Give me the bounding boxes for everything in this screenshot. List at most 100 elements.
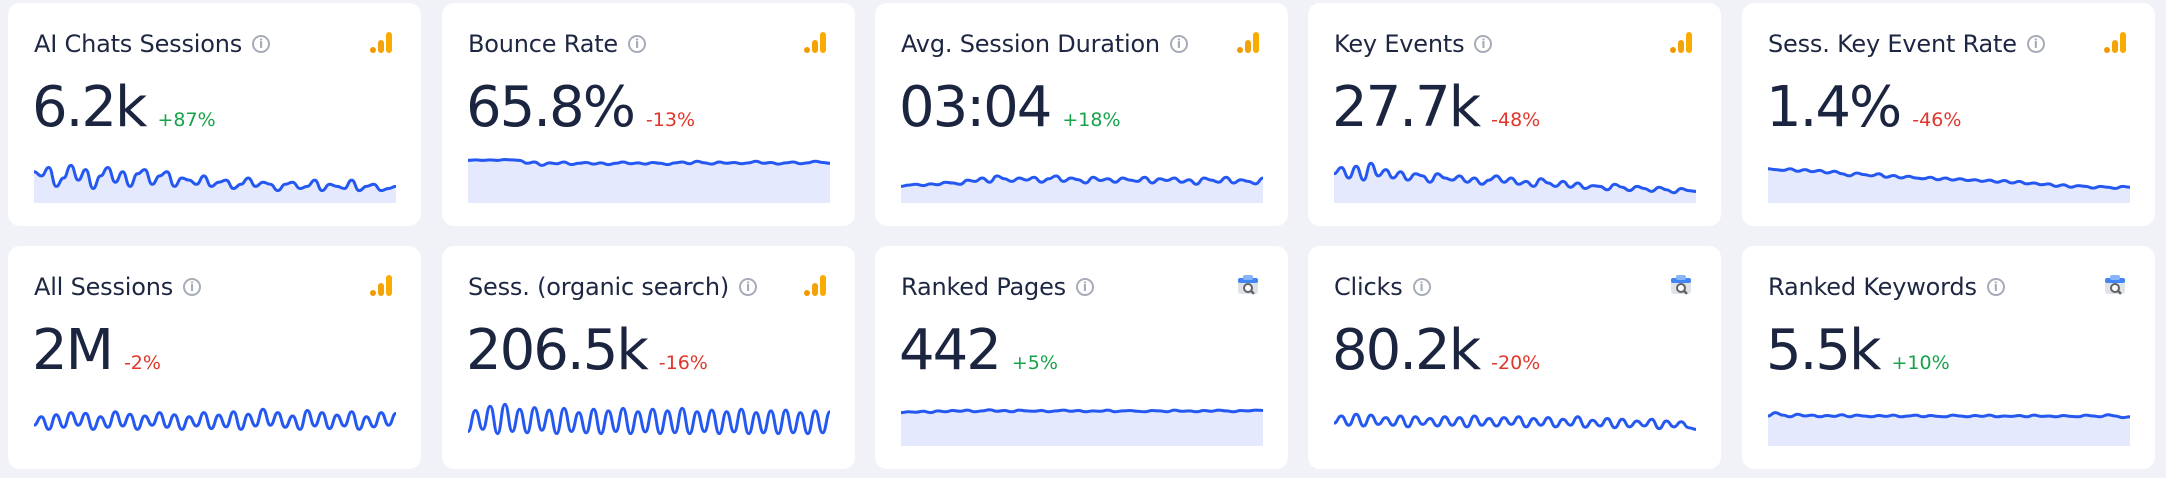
metric-value-row: 5.5k +10% [1766,318,1950,394]
card-title: Ranked Pages [901,273,1066,301]
card-title: AI Chats Sessions [34,30,243,58]
metric-value-row: 03:04 +18% [899,75,1121,151]
sparkline [468,402,830,436]
card-title: Avg. Session Duration [901,30,1160,58]
card-header: Sess. Key Event Rate i [1768,27,2045,61]
metric-value: 206.5k [466,318,649,383]
info-icon[interactable]: i [1474,35,1493,53]
metric-change: +5% [1011,352,1058,374]
card-title: Sess. (organic search) [468,273,730,301]
metric-card-avg-session-duration[interactable]: Avg. Session Duration i 03:04 +18% [875,3,1288,226]
sparkline-area [1768,412,2130,446]
info-icon[interactable]: i [1412,278,1431,296]
metric-value: 2M [32,318,114,383]
card-title: Bounce Rate [468,30,618,58]
metric-value-row: 2M -2% [32,318,161,394]
metric-value: 5.5k [1766,318,1881,383]
sparkline-line [901,174,1263,188]
sparkline-line [468,158,830,167]
metric-value-row: 1.4% -46% [1766,75,1961,151]
info-icon[interactable]: i [2026,35,2045,53]
card-title: Sess. Key Event Rate [1768,30,2017,58]
metric-value: 27.7k [1332,75,1481,140]
sparkline [1768,411,2130,446]
metric-change: -48% [1491,109,1541,131]
metric-card-ai-chats-sessions[interactable]: AI Chats Sessions i 6.2k +87% [8,3,421,226]
info-icon[interactable]: i [252,35,271,53]
card-header: Bounce Rate i [468,27,646,61]
sparkline [901,174,1263,203]
sparkline [1768,167,2130,203]
sparkline-line [901,408,1263,415]
sparkline-line [468,402,830,436]
metric-value: 442 [899,318,1002,383]
google-search-console-icon [2105,275,2125,295]
sparkline-line [1768,411,2130,420]
sparkline-area [901,409,1263,446]
sparkline-line [1768,167,2130,190]
card-header: Clicks i [1334,270,1431,304]
metric-card-sess-organic-search[interactable]: Sess. (organic search) i 206.5k -16% [442,246,855,469]
metric-change: -13% [645,109,695,131]
metric-card-bounce-rate[interactable]: Bounce Rate i 65.8% -13% [442,3,855,226]
metric-value: 03:04 [899,75,1052,140]
google-analytics-icon [1670,32,1692,53]
metric-change: +18% [1062,109,1121,131]
sparkline-area [1768,168,2130,203]
metric-card-clicks[interactable]: Clicks i 80.2k -20% [1308,246,1721,469]
google-analytics-icon [804,275,826,296]
sparkline [468,158,830,203]
metric-value: 65.8% [466,75,636,140]
google-analytics-icon [804,32,826,53]
sparkline [901,408,1263,446]
sparkline-area [468,159,830,203]
info-icon[interactable]: i [628,35,646,53]
metric-card-ranked-pages[interactable]: Ranked Pages i 442 +5% [875,246,1288,469]
google-analytics-icon [2104,32,2126,53]
metric-value: 6.2k [32,75,147,140]
card-header: Avg. Session Duration i [901,27,1188,61]
metric-value-row: 6.2k +87% [32,75,216,151]
info-icon[interactable]: i [739,278,758,296]
info-icon[interactable]: i [1169,35,1188,53]
metric-change: -16% [658,352,708,374]
metric-value: 1.4% [1766,75,1902,140]
metric-value-row: 65.8% -13% [466,75,695,151]
sparkline-line [1334,161,1696,195]
card-header: Sess. (organic search) i [468,270,758,304]
sparkline-line [34,407,396,431]
metric-card-key-events[interactable]: Key Events i 27.7k -48% [1308,3,1721,226]
card-header: Key Events i [1334,27,1493,61]
card-header: Ranked Keywords i [1768,270,2005,304]
metric-change: -20% [1491,352,1541,374]
google-analytics-icon [370,275,392,296]
metric-card-all-sessions[interactable]: All Sessions i 2M -2% [8,246,421,469]
info-icon[interactable]: i [183,278,202,296]
sparkline-line [34,163,396,193]
sparkline-line [1334,412,1696,431]
info-icon[interactable]: i [1075,278,1094,296]
card-title: Key Events [1334,30,1465,58]
metric-change: +10% [1891,352,1950,374]
google-analytics-icon [370,32,392,53]
metric-change: +87% [157,109,216,131]
card-header: Ranked Pages i [901,270,1094,304]
sparkline [34,163,396,203]
metric-value-row: 27.7k -48% [1332,75,1540,151]
google-search-console-icon [1671,275,1691,295]
metric-card-sess-key-event-rate[interactable]: Sess. Key Event Rate i 1.4% -46% [1742,3,2155,226]
metric-change: -46% [1912,109,1962,131]
card-header: All Sessions i [34,270,202,304]
info-icon[interactable]: i [1986,278,2005,296]
card-header: AI Chats Sessions i [34,27,271,61]
sparkline [1334,412,1696,431]
card-title: All Sessions [34,273,174,301]
sparkline [1334,161,1696,203]
metric-card-ranked-keywords[interactable]: Ranked Keywords i 5.5k +10% [1742,246,2155,469]
metric-value-row: 442 +5% [899,318,1058,394]
metric-value: 80.2k [1332,318,1481,383]
card-title: Clicks [1334,273,1403,301]
metric-change: -2% [123,352,161,374]
google-analytics-icon [1237,32,1259,53]
